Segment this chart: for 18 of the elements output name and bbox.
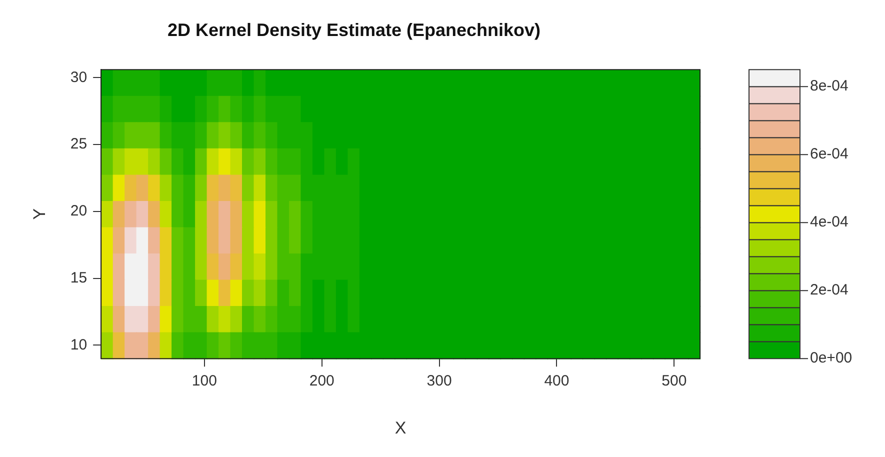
y-axis-title: Y [30,208,49,220]
color-bar-label: 6e-04 [810,146,848,163]
color-bar-label: 2e-04 [810,282,848,299]
y-tick-label: 30 [70,68,88,86]
chart-title: 2D Kernel Density Estimate (Epanechnikov) [167,20,541,40]
y-tick-label: 25 [70,136,88,153]
x-tick-label: 400 [544,372,570,390]
y-tick-label: 20 [70,202,88,220]
color-bar-label: 8e-04 [810,78,848,95]
color-bar-label: 4e-04 [810,214,848,231]
x-tick-label: 100 [192,372,217,390]
x-axis-title: X [394,418,406,438]
x-tick-label: 300 [426,372,452,390]
x-tick-label: 200 [309,372,334,390]
x-tick-label: 500 [662,372,687,390]
y-tick-label: 10 [70,336,88,354]
y-tick-label: 15 [70,269,88,286]
color-bar-label: 0e+00 [810,350,852,367]
